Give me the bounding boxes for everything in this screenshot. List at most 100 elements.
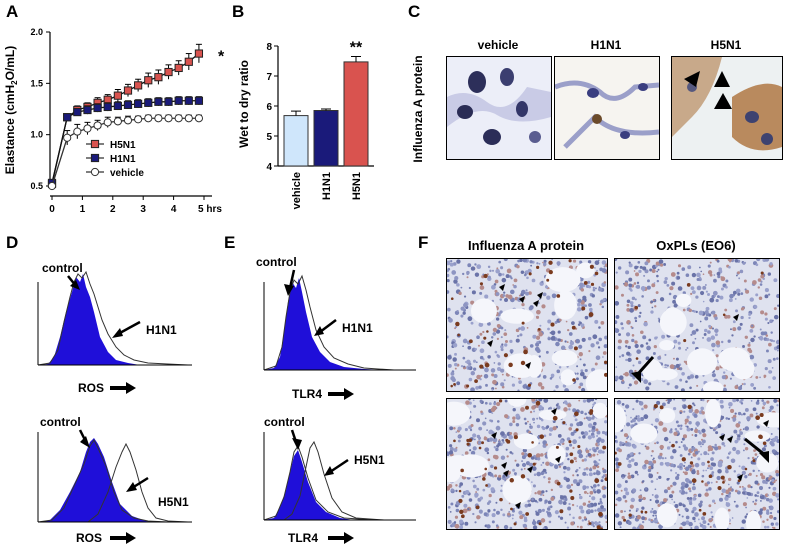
tlr4-histograms: control H1N1 TLR4 control H5N1 TLR4 (256, 255, 416, 544)
arrowhead-icon (684, 71, 700, 87)
micro-c-title-h5n1: H5N1 (710, 38, 742, 52)
arrowhead-icon (519, 296, 525, 303)
a-point-h1n1 (83, 105, 92, 115)
a-point-h1n1 (184, 96, 193, 105)
a-point-h1n1 (113, 101, 122, 111)
arrowhead-icon (714, 93, 732, 109)
f-title-oxpls: OxPLs (EO6) (656, 238, 736, 253)
wet-dry-y-axis-label: Wet to dry ratio (237, 60, 251, 148)
micrograph-f-oxpls-high (614, 398, 780, 530)
a-legend-marker (90, 167, 100, 177)
panel-label-c: C (408, 2, 421, 21)
a-point-vehicle (144, 114, 153, 123)
arrowhead-icon (737, 474, 743, 481)
a-point-h1n1 (103, 102, 112, 112)
a-point-h5n1 (113, 91, 122, 100)
panel-label-f: F (418, 233, 429, 252)
e-top-virus-label: H1N1 (342, 321, 373, 335)
b-y-tick-label: 7 (266, 72, 272, 83)
wet-dry-chart: 4 5 6 7 8 vehicle H1N1 H5N1 ** Wet to dry ratio (237, 40, 374, 209)
panel-label-d: D (6, 233, 19, 252)
b-y-tick-label: 5 (266, 132, 272, 143)
a-point-vehicle (164, 114, 173, 123)
micrograph-h5n1 (671, 56, 783, 160)
elastance-chart: 0.5 1.0 1.5 2.0 0 1 2 3 4 5 hrs * H5N1 H1N1 vehicle E… (3, 27, 225, 215)
a-point-vehicle (134, 115, 143, 124)
a-point-h5n1 (134, 81, 143, 90)
f-title-influenza: Influenza A protein (467, 238, 585, 253)
arrowhead-icon (533, 300, 539, 307)
b-category-label: H1N1 (321, 172, 333, 200)
arrowhead-icon (525, 362, 531, 369)
a-y-tick-label: 1.0 (30, 130, 43, 140)
micro-c-title-h1n1: H1N1 (590, 38, 622, 52)
a-legend-label-h1n1: H1N1 (110, 154, 136, 165)
a-point-h5n1 (174, 63, 183, 73)
ros-histogram-top: control H1N1 ROS (37, 261, 192, 395)
panel-label-e: E (224, 233, 236, 252)
micrograph-f-oxpls-low (614, 258, 780, 392)
micro-c-title-vehicle: vehicle (477, 38, 519, 52)
arrowhead-icon (515, 502, 521, 509)
d-top-control-label: control (42, 261, 83, 275)
b-y-tick-label: 4 (266, 162, 272, 173)
arrowhead-icon (501, 462, 507, 469)
d-bottom-control-label: control (40, 415, 81, 429)
arrowhead-icon (763, 420, 769, 427)
panel-c-side-label: Influenza A protein (408, 40, 426, 190)
a-point-h5n1 (184, 57, 193, 66)
a-point-h1n1 (154, 97, 163, 106)
d-bottom-axis-label: ROS (76, 531, 102, 544)
a-point-h1n1 (174, 96, 183, 105)
b-category-label: H5N1 (351, 172, 363, 200)
b-significance: ** (350, 40, 363, 57)
b-bar-h5n1 (343, 61, 369, 167)
arrowhead-icon (759, 451, 769, 463)
b-y-tick-label: 6 (266, 102, 272, 113)
e-top-axis-label: TLR4 (292, 387, 322, 401)
d-bottom-virus-label: H5N1 (158, 495, 189, 509)
tlr4-histogram-top: control H1N1 TLR4 (256, 255, 416, 401)
a-point-h1n1 (164, 97, 173, 106)
a-y-tick-label: 0.5 (30, 181, 43, 191)
arrowhead-icon (631, 371, 641, 383)
a-point-vehicle (83, 124, 92, 133)
ros-histogram-bottom: control H5N1 ROS (37, 415, 192, 544)
a-point-vehicle (73, 127, 82, 136)
d-top-axis-label: ROS (78, 381, 104, 395)
a-legend-label-h5n1: H5N1 (110, 140, 136, 151)
influenza-side-label: Influenza A protein (411, 55, 425, 163)
a-point-h5n1 (103, 95, 112, 104)
a-x-tick-label: 5 hrs (198, 204, 222, 215)
a-y-tick-label: 2.0 (30, 27, 43, 37)
a-point-h5n1 (123, 86, 133, 95)
elastance-y-axis-label: Elastance (cmH2O/mL) (3, 46, 19, 175)
a-x-tick-label: 2 (110, 204, 116, 215)
arrowhead-icon (719, 434, 725, 441)
micrograph-f-influenza-low (446, 258, 608, 392)
e-top-control-label: control (256, 255, 297, 269)
a-point-h1n1 (134, 99, 143, 108)
a-point-vehicle (154, 114, 163, 123)
a-point-h5n1 (144, 76, 153, 85)
arrowhead-icon (733, 314, 739, 321)
a-point-vehicle (194, 114, 204, 123)
a-point-vehicle (123, 116, 133, 125)
a-significance: * (218, 49, 225, 66)
a-point-vehicle (47, 181, 57, 191)
panel-label-a: A (6, 2, 19, 21)
a-legend-marker (90, 153, 100, 163)
a-point-h5n1 (154, 73, 163, 82)
a-point-h1n1 (93, 103, 102, 113)
a-point-vehicle (184, 114, 193, 123)
a-point-vehicle (63, 133, 72, 142)
a-legend-marker (90, 139, 100, 149)
micrograph-vehicle (446, 56, 552, 160)
arrowhead-icon (503, 470, 509, 477)
arrow-icon (744, 437, 766, 457)
d-top-virus-label: H1N1 (146, 323, 177, 337)
arrowhead-icon (714, 71, 730, 87)
a-point-vehicle (103, 118, 112, 127)
arrowhead-icon (555, 456, 561, 463)
ros-histograms: control H1N1 ROS control H5N1 ROS (37, 261, 192, 544)
